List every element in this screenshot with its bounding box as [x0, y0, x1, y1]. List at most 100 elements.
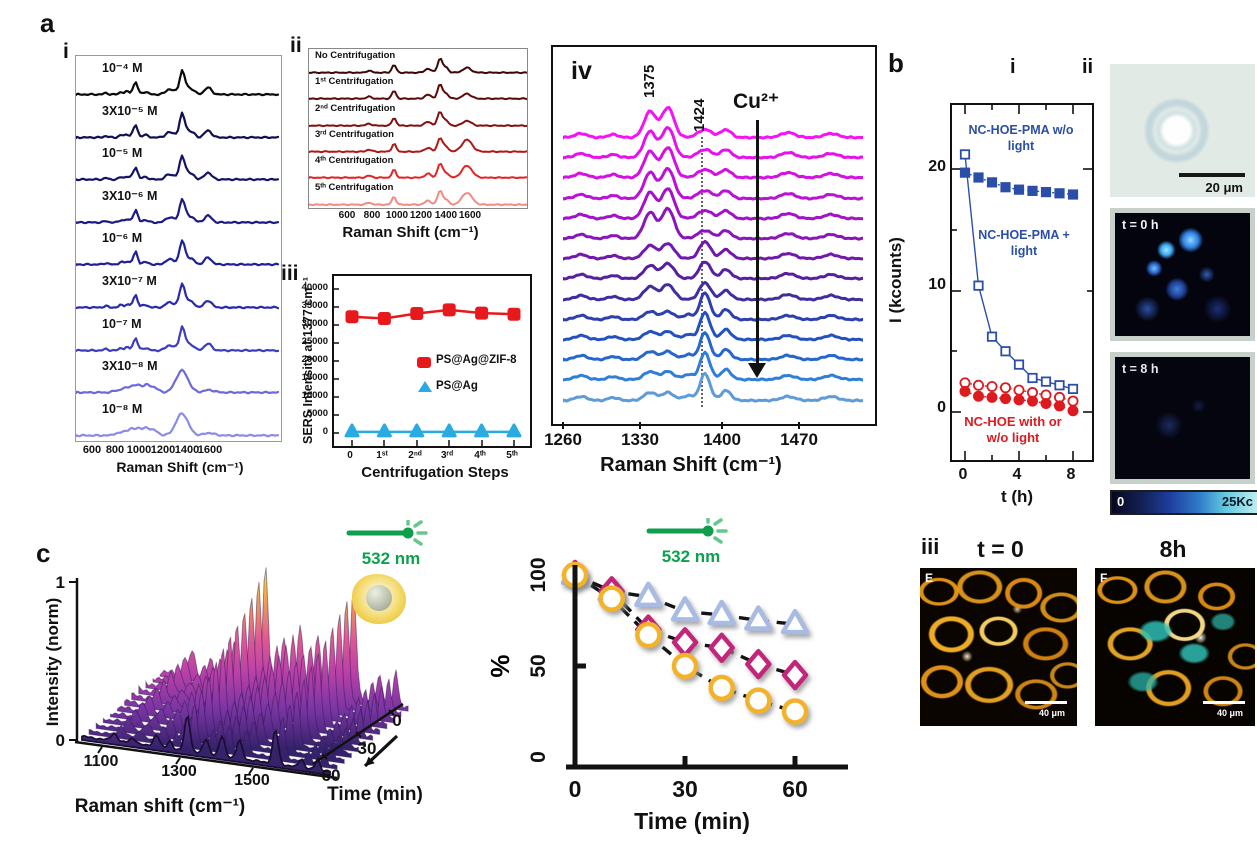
annotation-nc-hoe-pma-plus-light: NC-HOE-PMA + light	[978, 228, 1070, 258]
spectrum-row: 10⁻⁴ M	[76, 56, 281, 99]
confocal-title-t0: t = 0	[977, 536, 1024, 562]
waterfall-layer	[109, 661, 359, 753]
raman-spectrum	[563, 371, 863, 403]
sers-map-t8-frame: t = 8 h	[1110, 352, 1255, 484]
data-marker	[1013, 394, 1025, 406]
time-tick-30: 30	[358, 739, 377, 758]
laser-532-right: 532 nm	[645, 517, 737, 567]
raman-spectrum	[563, 206, 863, 241]
cu-arrow-shaft	[756, 120, 759, 363]
data-marker	[1040, 376, 1052, 387]
timepoint-label-t8: t = 8 h	[1122, 362, 1159, 376]
centrifugation-label: 1ˢᵗ Centrifugation	[315, 76, 394, 88]
data-marker	[475, 306, 489, 320]
raman-spectrum	[76, 324, 279, 352]
release-series	[959, 149, 1079, 417]
legend-marker-psagzif8	[417, 357, 431, 368]
x-tick: 800	[363, 210, 381, 221]
scalebar-line	[1179, 173, 1245, 177]
x-tick: 600	[338, 210, 356, 221]
confocal-image-8h: F 40 μm	[1095, 568, 1255, 726]
waterfall-layer	[95, 689, 345, 764]
raman-spectrum	[563, 280, 863, 302]
decay-plot: 100 50 0 % 0 30 60 Time (min)	[485, 557, 848, 834]
y-tick: 0	[937, 399, 946, 416]
scalebar-line	[1203, 701, 1245, 704]
centrifugation-label: 3ʳᵈ Centrifugation	[315, 128, 394, 140]
data-marker-triangle	[780, 608, 810, 635]
x-tick: 8	[1066, 466, 1076, 483]
spectrum-row: 5ᵗʰ Centrifugation	[309, 181, 527, 208]
x-axis-label: t (h)	[1000, 487, 1034, 506]
raman-spectrum	[563, 351, 863, 383]
data-marker-diamond	[708, 632, 735, 664]
data-marker-circle	[671, 652, 699, 680]
decay-axes	[566, 565, 848, 770]
panel-a-i-plot: 10⁻⁴ M 3X10⁻⁵ M 10⁻⁵ M 3X10⁻⁶ M 10⁻⁶ M 3X10⁻⁷…	[75, 55, 282, 442]
data-marker	[959, 385, 971, 397]
x-axis-label: Time (min)	[634, 808, 750, 834]
data-marker	[1054, 188, 1065, 199]
x-tick-mark	[798, 422, 800, 429]
annotation-nc-hoe: NC-HOE with or w/o light	[964, 414, 1062, 446]
x-tick: 1ˢᵗ	[376, 450, 388, 461]
laser-icon	[346, 519, 428, 546]
data-marker	[1054, 380, 1065, 391]
waterfall-surface	[81, 567, 409, 777]
waterfall-3d-plot: 1 0 Intensity (norm) 1100 1300 1500 Rama…	[45, 567, 423, 817]
spectrum-row: 10⁻⁷ M	[76, 312, 281, 355]
x-tick: 4	[1012, 466, 1022, 483]
concentration-label: 10⁻⁴ M	[102, 61, 143, 75]
axis-ticks	[952, 105, 1092, 460]
stability-series	[344, 303, 522, 438]
y-tick: 5000	[306, 408, 328, 419]
raman-spectrum	[563, 106, 863, 140]
x-tick-mark	[562, 422, 564, 429]
x-tick: 3ʳᵈ	[441, 450, 453, 461]
laser-sparkle	[706, 517, 728, 544]
time-axis-label: Time (min)	[327, 784, 423, 805]
x-axis-label: Raman Shift (cm⁻¹)	[342, 224, 479, 241]
data-marker-triangle	[670, 596, 700, 622]
sers-map-t8: t = 8 h	[1115, 357, 1250, 479]
data-marker	[344, 423, 360, 438]
centrifugation-label: 4ᵗʰ Centrifugation	[315, 155, 394, 167]
x-tick: 1200	[150, 444, 176, 456]
data-marker-diamond	[671, 627, 699, 658]
concentration-label: 10⁻⁷ M	[102, 316, 142, 331]
image-letter-e: E	[925, 571, 934, 585]
panel-b-iii-label: iii	[921, 534, 940, 559]
peak-label-1424: 1424	[691, 98, 708, 132]
centrifugation-label: 2ⁿᵈ Centrifugation	[315, 102, 396, 114]
data-marker-circle	[598, 585, 625, 612]
data-marker	[1067, 189, 1079, 200]
waterfall-layer	[102, 676, 352, 759]
colorbar: 0 25Kc	[1110, 490, 1257, 515]
data-marker-diamond	[745, 648, 772, 680]
data-marker	[345, 310, 359, 324]
y-tick: 35000	[301, 300, 328, 311]
raman-spectrum	[563, 187, 863, 221]
x-tick: 1000	[126, 444, 152, 456]
data-marker	[1000, 182, 1011, 193]
data-marker	[377, 312, 391, 326]
x-tick: 1200	[409, 210, 433, 221]
time-tick-0: 0	[392, 711, 401, 730]
x-tick: 1000	[385, 210, 409, 221]
brightfield-image: 20 μm	[1110, 64, 1255, 197]
panel-a-iv-label: iv	[571, 57, 592, 85]
x-tick-mark	[721, 422, 723, 429]
x-tick: 1400	[174, 444, 200, 456]
laser-sparkle	[406, 519, 428, 546]
y-tick: 40000	[301, 282, 328, 293]
concentration-label: 3X10⁻⁵ M	[102, 103, 158, 118]
data-marker-circle	[745, 687, 772, 714]
legend-label-psag: PS@Ag	[436, 380, 478, 392]
x-tick-mark	[639, 422, 641, 429]
x-tick: 1300	[161, 763, 197, 780]
spectrum-row: 3X10⁻⁶ M	[76, 184, 281, 227]
concentration-label: 10⁻⁵ M	[102, 146, 143, 161]
data-marker	[410, 306, 424, 320]
x-tick: 60	[782, 776, 808, 802]
x-tick: 1600	[458, 210, 482, 221]
